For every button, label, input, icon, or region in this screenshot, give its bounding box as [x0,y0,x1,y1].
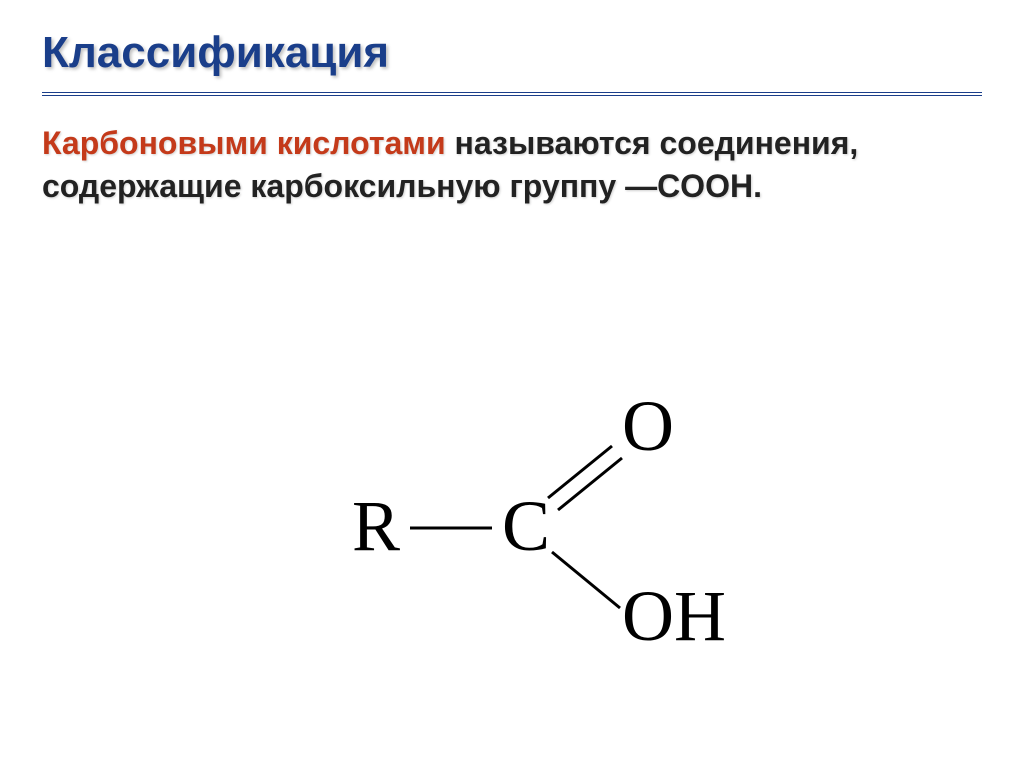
bond-c-oh [552,552,620,608]
atom-c: C [502,486,550,566]
atom-r: R [352,486,400,566]
definition-text: Карбоновыми кислотами называются соедине… [42,122,982,208]
chemical-structure-diagram: R C O OH [0,360,1024,680]
definition-group: —COOH. [625,168,762,204]
atom-oh: OH [622,576,726,656]
slide-title: Классификация [42,28,982,78]
definition-highlight: Карбоновыми кислотами [42,125,446,161]
atom-o: O [622,386,674,466]
slide-container: Классификация Карбоновыми кислотами назы… [0,0,1024,767]
structure-svg: R C O OH [292,360,732,680]
title-divider [42,92,982,98]
